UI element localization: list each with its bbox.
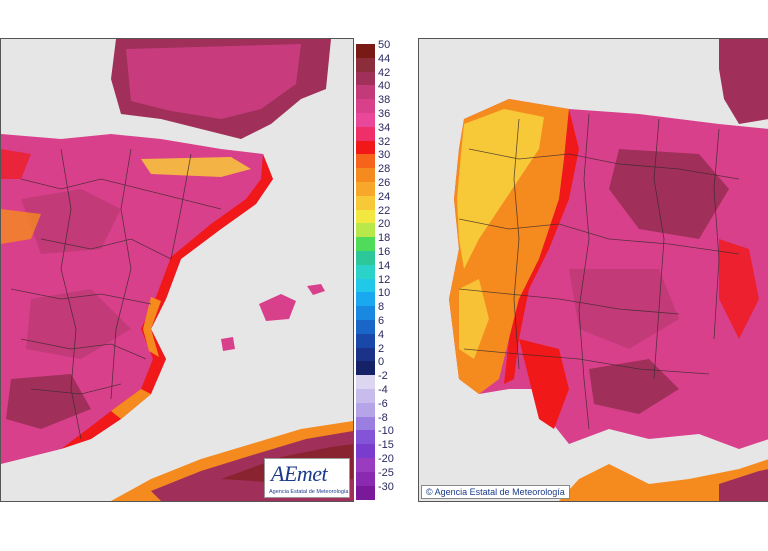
legend-label: -30 <box>378 480 394 493</box>
legend-label: 50 <box>378 39 391 51</box>
right-map-graphic <box>419 39 768 501</box>
legend-label: 34 <box>378 121 391 134</box>
legend-label: 30 <box>378 149 391 162</box>
legend-label: 4 <box>378 328 385 341</box>
legend-swatch <box>356 361 375 376</box>
legend-label: -6 <box>378 397 388 410</box>
legend-swatch <box>356 444 375 459</box>
legend-swatch <box>356 458 375 473</box>
legend-swatch <box>356 237 375 252</box>
legend-label: -4 <box>378 384 388 396</box>
legend-swatch <box>356 485 375 500</box>
legend-label: -2 <box>378 370 388 383</box>
legend-swatch <box>356 347 375 362</box>
legend-swatch <box>356 306 375 321</box>
legend-label: 12 <box>378 273 391 286</box>
legend-label: 22 <box>378 204 391 217</box>
left-map-graphic <box>1 39 353 501</box>
legend-swatch <box>356 471 375 487</box>
legend-swatch <box>356 375 375 390</box>
legend-label: 8 <box>378 301 385 314</box>
legend-label: 0 <box>378 356 385 369</box>
legend-label: 28 <box>378 163 391 176</box>
legend-label: -20 <box>378 453 394 465</box>
legend-swatch <box>356 85 375 100</box>
legend-label: 32 <box>378 135 391 148</box>
legend-swatch <box>356 223 375 238</box>
legend-swatch <box>356 113 375 128</box>
legend-label: 38 <box>378 94 391 107</box>
legend-label: 44 <box>378 52 391 65</box>
legend-swatch <box>356 264 375 280</box>
legend-label: 2 <box>378 342 385 355</box>
legend-label: -10 <box>378 425 394 438</box>
legend-label: 24 <box>378 190 391 203</box>
legend-swatch <box>356 140 375 155</box>
temperature-legend: 50 44 42 40 38 36 34 32 30 28 26 24 22 20 18 16 14 12 10 8 6… <box>356 40 416 500</box>
legend-swatch <box>356 333 375 349</box>
legend-swatch <box>356 182 375 197</box>
legend-label: 20 <box>378 218 391 231</box>
legend-label: -15 <box>378 439 394 452</box>
legend-swatch <box>356 292 375 307</box>
right-temperature-map: © Agencia Estatal de Meteorología <box>418 38 768 502</box>
left-temperature-map: AEmet Agencia Estatal de Meteorología <box>0 38 354 502</box>
legend-label: 10 <box>378 287 391 300</box>
legend-swatch <box>356 416 375 431</box>
legend-label: 36 <box>378 108 391 120</box>
legend-label: 18 <box>378 232 391 245</box>
aemet-logo-word: AEmet <box>271 461 328 486</box>
legend-swatch <box>356 389 375 404</box>
legend-label: 6 <box>378 315 385 327</box>
legend-swatch <box>356 71 375 86</box>
legend-label: -8 <box>378 411 388 424</box>
legend-swatch <box>356 278 375 293</box>
legend-swatch <box>356 168 375 183</box>
legend-label: 16 <box>378 246 391 258</box>
legend-swatch <box>356 44 375 59</box>
aemet-logo-subtitle: Agencia Estatal de Meteorología <box>269 489 349 495</box>
legend-label: 14 <box>378 259 391 272</box>
legend-label: 26 <box>378 177 391 189</box>
legend-swatch <box>356 57 375 73</box>
legend-swatch <box>356 209 375 224</box>
legend-swatch <box>356 99 375 114</box>
legend-swatch <box>356 195 375 211</box>
legend-swatch <box>356 126 375 142</box>
legend-swatch <box>356 251 375 266</box>
legend-label: 40 <box>378 80 391 93</box>
legend-label: -25 <box>378 466 394 479</box>
copyright-notice: © Agencia Estatal de Meteorología <box>421 485 570 499</box>
legend-label: 42 <box>378 66 391 79</box>
legend-swatch <box>356 320 375 335</box>
legend-swatch <box>356 154 375 169</box>
legend-swatch <box>356 402 375 418</box>
aemet-logo: AEmet Agencia Estatal de Meteorología <box>264 458 350 498</box>
legend-swatch <box>356 430 375 445</box>
